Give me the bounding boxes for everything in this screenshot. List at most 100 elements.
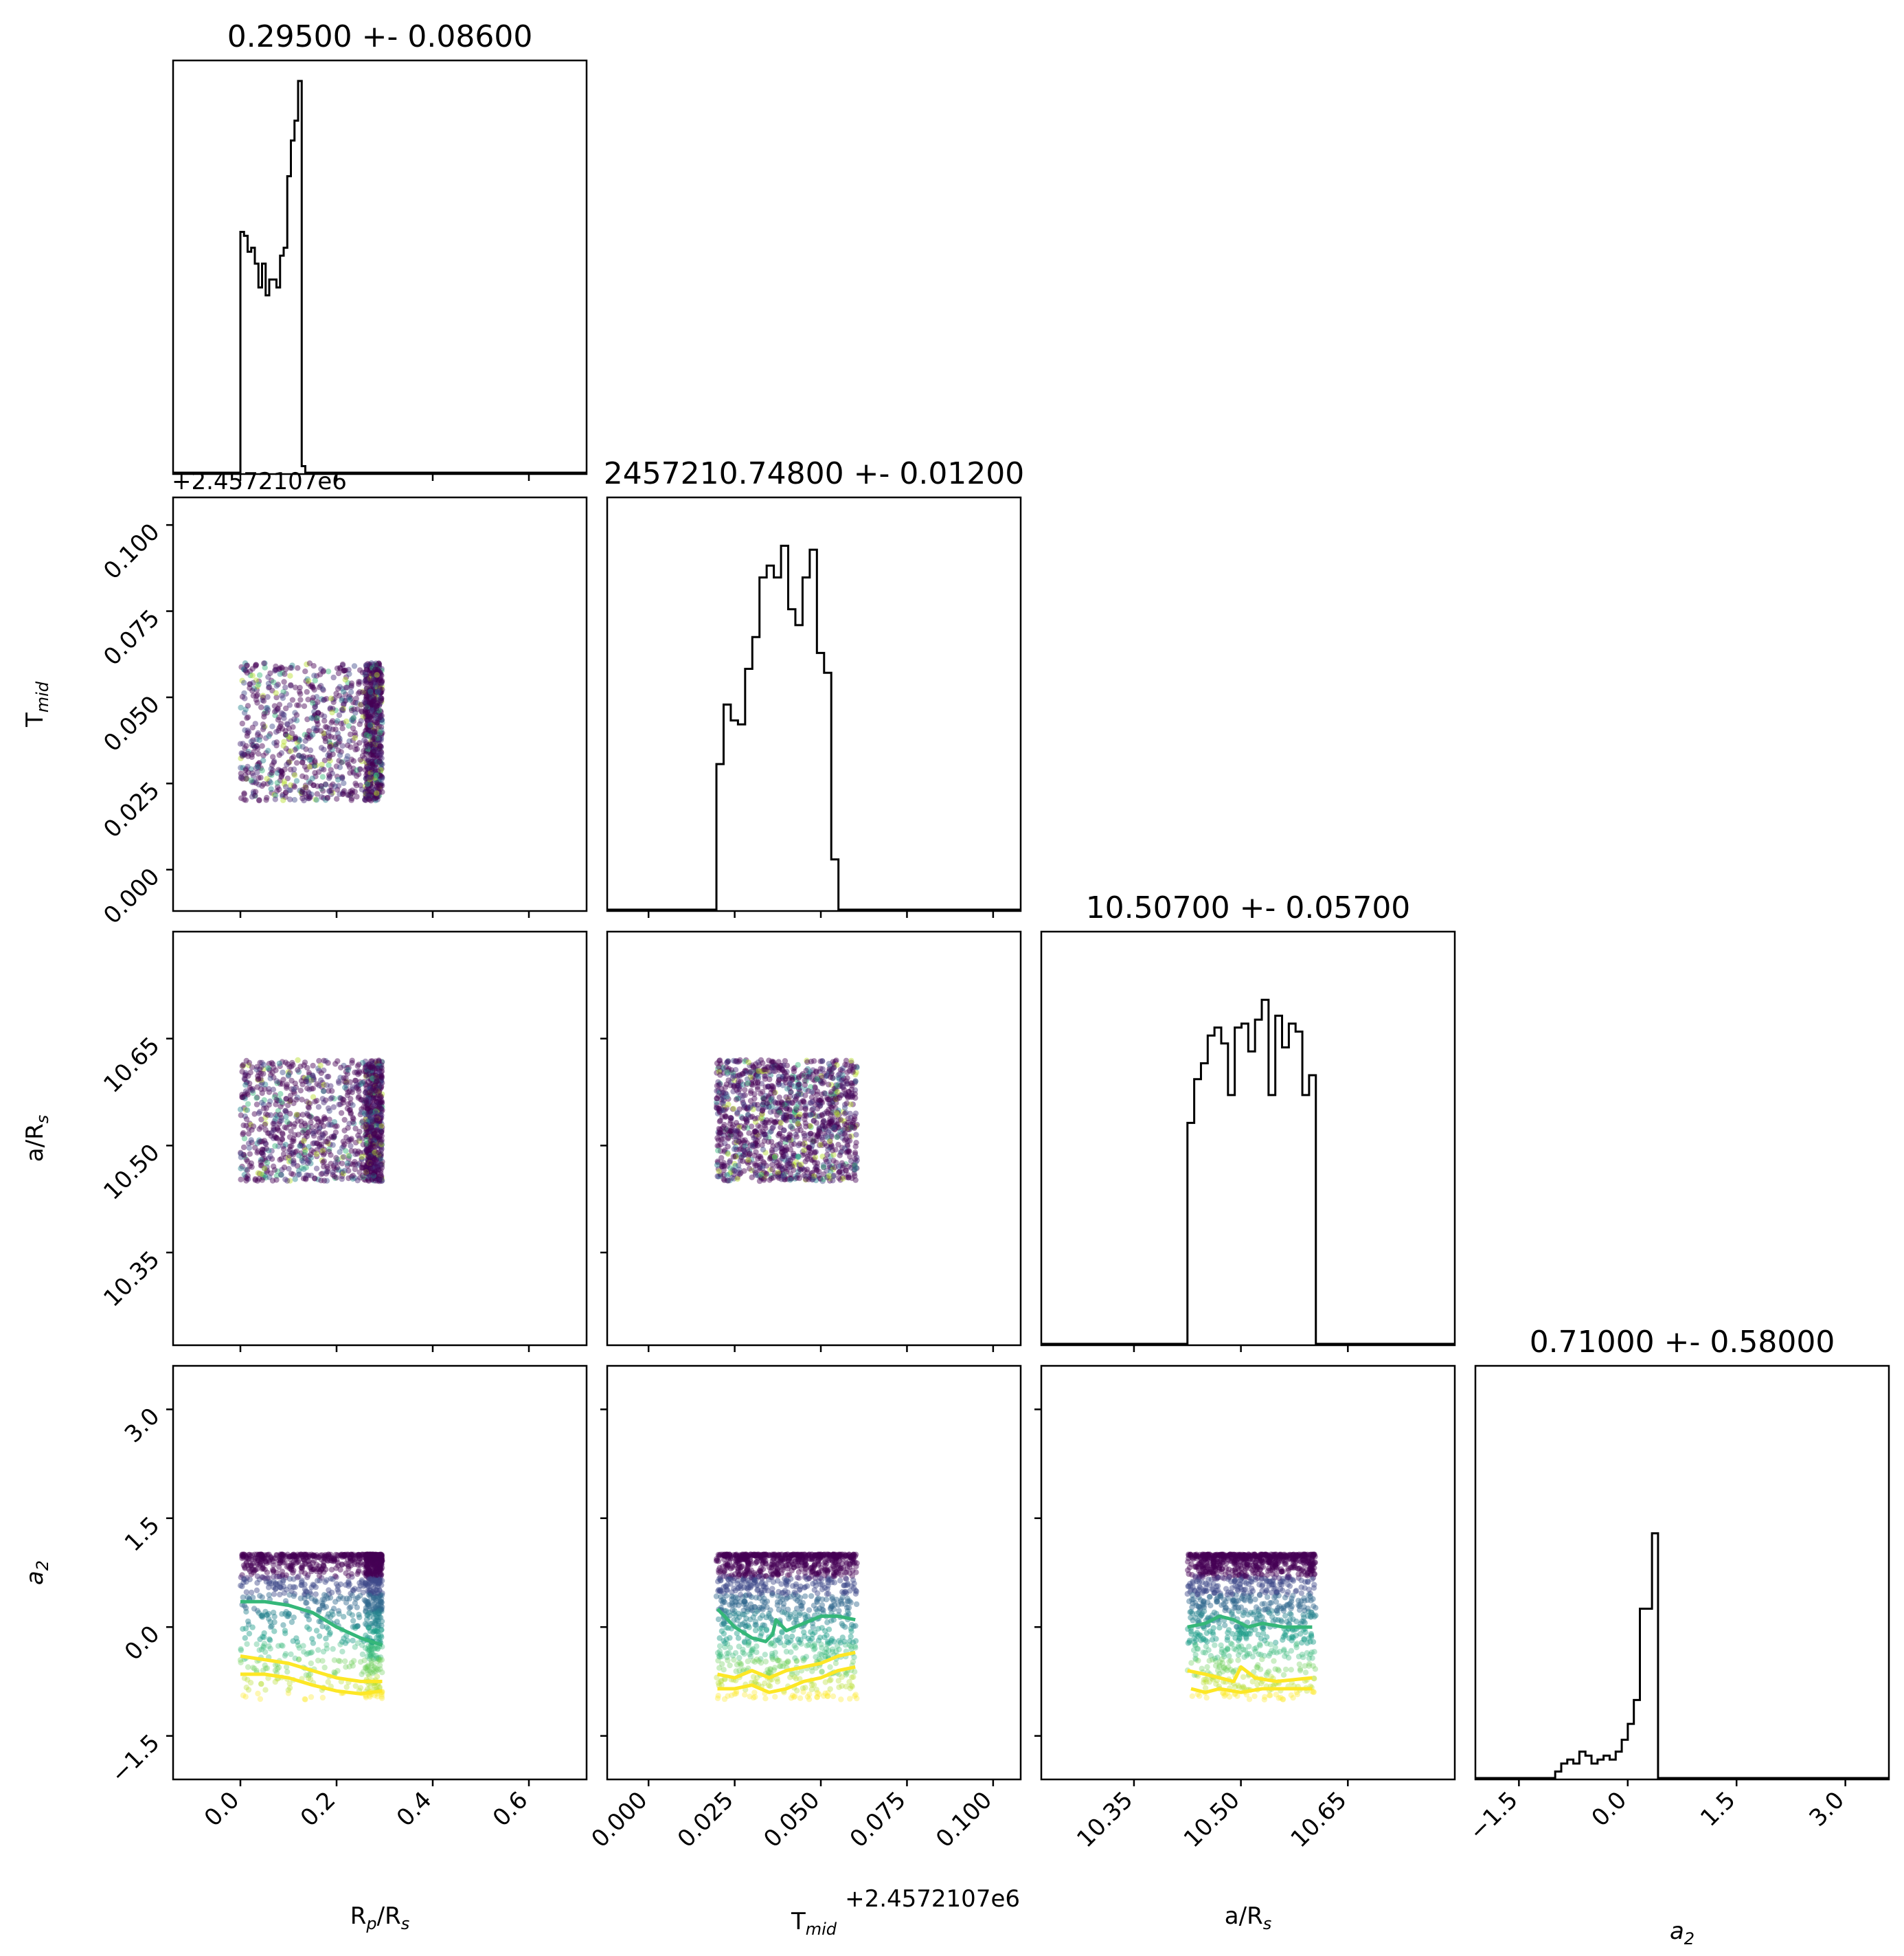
scatter-point [253,1101,260,1108]
scatter-point [367,782,373,788]
scatter-point [350,1172,356,1179]
scatter-point [349,795,355,802]
scatter-point [377,670,383,676]
scatter-point [371,765,377,771]
scatter-point [361,747,367,754]
scatter-point [268,786,274,792]
scatter-point [321,697,328,703]
scatter-point [342,1084,348,1091]
scatter-point [313,797,320,803]
scatter-point [834,1134,840,1140]
title-rp: 0.29500 +- 0.08600 [227,19,533,54]
scatter-point [837,1152,843,1158]
scatter-point [846,1148,852,1154]
scatter-point [362,690,368,696]
scatter-point [326,772,332,778]
scatter-point [374,694,381,701]
scatter-point [273,1097,280,1103]
scatter-point [282,784,289,790]
scatter-point [242,772,249,778]
scatter-point [348,756,354,763]
scatter-point [284,732,291,739]
scatter-point [280,688,286,695]
scatter-point [363,706,370,713]
scatter-point [265,674,271,680]
scatter-point [377,786,384,792]
scatter-point [377,681,383,687]
scatter-point [367,728,374,734]
scatter-point [261,660,267,666]
scatter-point [367,687,373,693]
scatter-point [751,1116,758,1122]
scatter-point [249,688,256,694]
scatter-point [366,673,372,679]
scatter-point [368,769,374,775]
scatter-point [367,783,374,789]
scatter-point [250,737,256,743]
scatter-point [258,1081,264,1088]
scatter-point [326,762,332,768]
scatter-point [280,794,286,800]
scatter-point [328,791,335,798]
scatter-point [779,1101,785,1108]
scatter-point [253,743,260,750]
scatter-point [378,668,385,674]
scatter-point [727,1114,734,1121]
scatter-point [370,774,376,780]
scatter-point [342,677,348,683]
scatter-point [256,1126,262,1132]
scatter-point [802,1077,808,1084]
scatter-point [378,737,384,743]
scatter-point [370,732,376,738]
scatter-point [280,1131,286,1138]
scatter-point [363,748,370,754]
scatter-point [839,1083,846,1090]
scatter-point [305,681,312,687]
scatter-point [263,750,269,756]
scatter-point [271,791,277,798]
scatter-point [814,1113,821,1119]
scatter-point [734,1110,740,1116]
scatter-point [350,715,356,721]
scatter-point [376,771,382,778]
scatter-point [374,1065,381,1072]
scatter-point [365,750,372,756]
scatter-point [257,1593,263,1599]
scatter-point [375,794,381,800]
scatter-point [376,1176,383,1183]
scatter-point [326,740,333,746]
scatter-point [376,661,383,668]
scatter-point [366,760,373,767]
scatter-point [296,752,302,759]
scatter-point [268,780,274,786]
scatter-point [374,668,380,674]
scatter-point [343,718,350,725]
scatter-point [310,1086,317,1092]
scatter-point [343,1148,349,1154]
scatter-point [296,752,302,758]
scatter-point [378,751,384,757]
scatter-point [367,763,374,769]
scatter-point [367,691,374,697]
scatter-point [363,666,370,673]
scatter-point [267,731,273,737]
scatter-point [378,673,385,679]
scatter-point [250,1665,256,1671]
scatter-point [367,677,373,684]
scatter-point [372,772,378,778]
scatter-point [363,686,370,692]
scatter-point [368,701,374,708]
scatter-point [378,783,384,789]
scatter-point [369,737,376,743]
scatter-point [374,708,380,715]
scatter-point [365,694,372,700]
scatter-point [826,1138,833,1145]
scatter-point [270,1121,276,1127]
scatter-point [264,1160,271,1166]
histogram-ars [1041,998,1455,1345]
scatter-point [258,1159,264,1165]
scatter-point [329,1589,335,1596]
scatter-point [245,750,251,757]
scatter-point [366,774,372,781]
scatter-point [368,668,374,674]
